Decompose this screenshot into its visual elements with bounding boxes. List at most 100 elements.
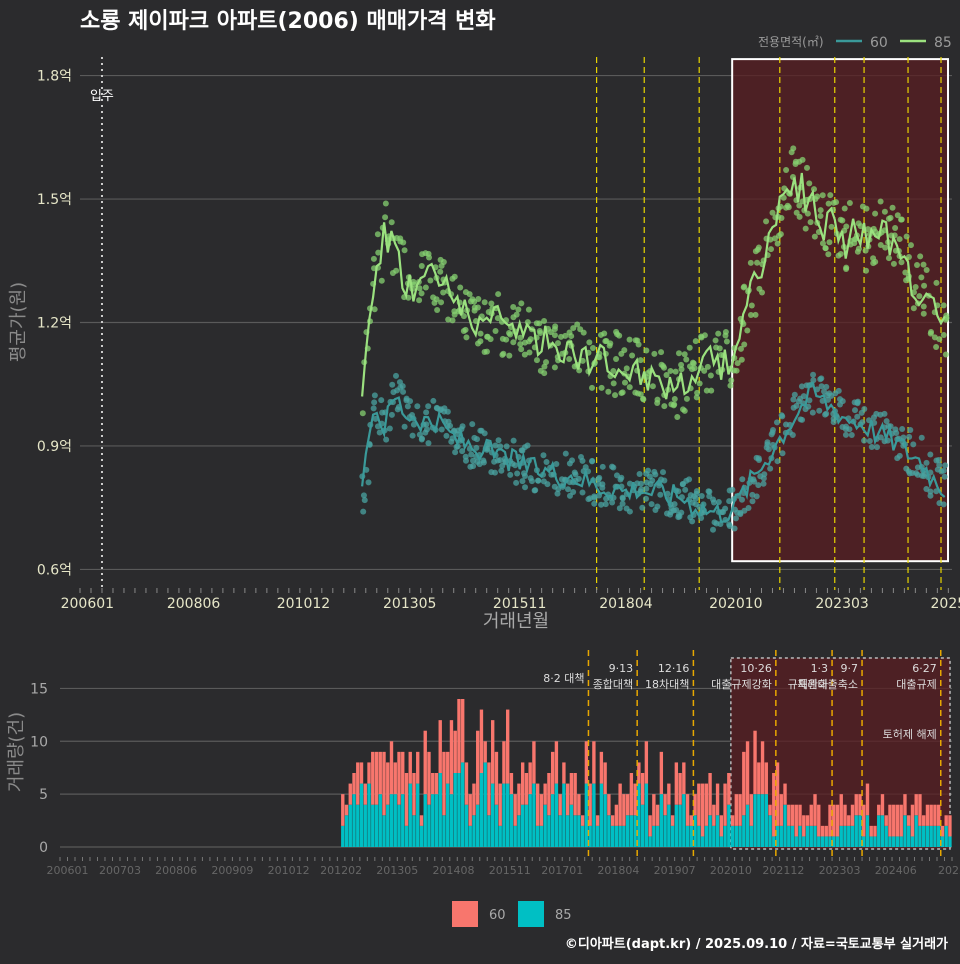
scatter-point-85 <box>518 346 525 353</box>
scatter-point-60 <box>830 419 837 426</box>
bar-85 <box>498 825 502 847</box>
scatter-point-85 <box>525 306 532 313</box>
bar-60 <box>513 794 517 826</box>
bar-60 <box>652 794 656 826</box>
bar-60 <box>644 741 649 784</box>
scatter-point-60 <box>360 492 367 499</box>
legend-label-60: 60 <box>870 35 888 51</box>
scatter-point-85 <box>670 402 677 409</box>
scatter-point-60 <box>438 426 445 433</box>
scatter-point-85 <box>804 210 811 217</box>
movein-label: 입주 <box>90 89 114 104</box>
bar-85 <box>580 825 585 847</box>
scatter-point-60 <box>410 421 417 428</box>
scatter-point-85 <box>510 304 517 311</box>
scatter-point-60 <box>414 403 421 410</box>
scatter-point-60 <box>492 442 499 449</box>
x-tick-label: 201012 <box>277 596 330 612</box>
scatter-point-85 <box>589 344 596 351</box>
bar-85 <box>753 794 757 847</box>
bar-60 <box>772 773 776 837</box>
bar-60 <box>648 815 652 837</box>
scatter-point-60 <box>512 462 519 469</box>
bar-85 <box>880 815 885 847</box>
scatter-point-85 <box>661 403 668 410</box>
scatter-point-85 <box>828 223 835 230</box>
scatter-point-85 <box>696 380 703 387</box>
scatter-point-60 <box>940 501 947 508</box>
bar-85 <box>820 836 825 847</box>
scatter-point-60 <box>528 478 535 485</box>
bar-60 <box>528 762 532 795</box>
scatter-point-60 <box>481 430 488 437</box>
bar-y-tick-label: 5 <box>39 787 48 803</box>
bar-60 <box>734 794 738 826</box>
scatter-point-60 <box>805 403 812 410</box>
bar-60 <box>637 762 641 784</box>
scatter-point-85 <box>510 339 517 346</box>
scatter-point-60 <box>443 432 450 439</box>
bar-60 <box>408 751 412 784</box>
bar-85 <box>862 836 866 847</box>
bar-85 <box>584 783 589 847</box>
scatter-point-60 <box>706 488 713 495</box>
scatter-point-85 <box>602 338 609 345</box>
scatter-point-85 <box>621 347 628 354</box>
scatter-point-85 <box>400 239 407 246</box>
bar-60 <box>584 741 589 784</box>
scatter-point-60 <box>591 493 598 500</box>
scatter-point-60 <box>710 526 717 533</box>
bar-85 <box>479 773 484 847</box>
scatter-point-85 <box>802 225 809 232</box>
bar-85 <box>494 804 499 847</box>
scatter-point-85 <box>940 332 947 339</box>
scatter-point-60 <box>846 426 853 433</box>
bar-85 <box>610 825 615 847</box>
scatter-point-85 <box>418 290 425 297</box>
y-tick-label: 0.6억 <box>37 562 72 578</box>
bar-85 <box>547 815 551 847</box>
bar-legend-key-85 <box>518 901 544 927</box>
scatter-point-85 <box>811 233 818 240</box>
scatter-point-60 <box>599 481 606 488</box>
bar-85 <box>790 825 795 847</box>
scatter-point-85 <box>492 327 499 334</box>
scatter-point-85 <box>896 236 903 243</box>
bar-60 <box>461 699 465 763</box>
bar-85 <box>652 825 656 847</box>
bar-85 <box>787 825 791 847</box>
scatter-point-60 <box>571 469 578 476</box>
scatter-point-85 <box>738 356 745 363</box>
scatter-point-60 <box>806 397 813 404</box>
bar-85 <box>685 825 690 847</box>
bar-60 <box>442 751 446 816</box>
bar-85 <box>367 783 371 847</box>
scatter-point-60 <box>495 437 502 444</box>
scatter-point-60 <box>835 387 842 394</box>
bar-85 <box>371 804 375 847</box>
scatter-point-60 <box>910 441 917 448</box>
bar-85 <box>622 825 626 847</box>
scatter-point-85 <box>440 289 447 296</box>
scatter-point-60 <box>595 476 602 483</box>
bar-60 <box>809 804 813 826</box>
bar-x-tick-label: 201701 <box>541 864 583 877</box>
bar-85 <box>700 836 705 847</box>
scatter-point-85 <box>825 251 832 258</box>
bar-85 <box>663 815 667 847</box>
scatter-point-85 <box>752 311 759 318</box>
scatter-point-60 <box>652 471 659 478</box>
scatter-point-85 <box>566 355 573 362</box>
scatter-point-85 <box>474 304 481 311</box>
policy-annotation: 9·7 <box>841 662 859 675</box>
scatter-point-60 <box>907 427 914 434</box>
bar-85 <box>850 825 855 847</box>
bar-60 <box>412 773 416 816</box>
scatter-point-85 <box>437 268 444 275</box>
scatter-point-60 <box>854 400 861 407</box>
scatter-point-85 <box>920 310 927 317</box>
bar-60 <box>832 804 836 837</box>
bar-85 <box>910 836 915 847</box>
scatter-point-60 <box>899 425 906 432</box>
